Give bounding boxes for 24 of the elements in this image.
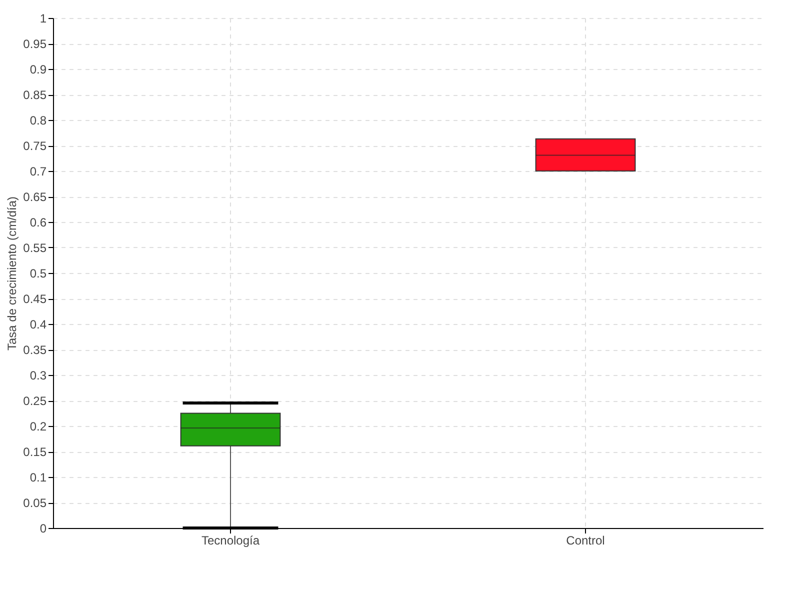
x-tick-label: Tecnología — [201, 534, 260, 548]
y-tick-label: 0.35 — [23, 343, 47, 357]
y-tick-label: 0.5 — [30, 266, 47, 280]
y-tick-label: 0.15 — [23, 445, 47, 459]
y-tick-label: 0.2 — [30, 420, 47, 434]
y-tick-label: 0.4 — [30, 318, 47, 332]
y-tick-label: 0.75 — [23, 139, 47, 153]
y-tick-label: 1 — [40, 12, 47, 26]
y-tick-label: 0.1 — [30, 470, 47, 484]
y-tick-label: 0.25 — [23, 394, 47, 408]
y-tick-label: 0.8 — [30, 114, 47, 128]
y-tick-label: 0.65 — [23, 190, 47, 204]
y-axis-title: Tasa de crecimiento (cm/día) — [5, 196, 20, 351]
y-tick-label: 0.45 — [23, 292, 47, 306]
y-tick-label: 0.3 — [30, 368, 47, 382]
x-tick-label: Control — [566, 534, 605, 548]
y-tick-label: 0.9 — [30, 62, 47, 76]
y-tick-label: 0.6 — [30, 216, 47, 230]
y-tick-label: 0.95 — [23, 37, 47, 51]
y-tick-label: 0.85 — [23, 88, 47, 102]
y-tick-label: 0.05 — [23, 496, 47, 510]
y-tick-label: 0.7 — [30, 164, 47, 178]
y-tick-label: 0 — [40, 522, 47, 536]
y-tick-label: 0.55 — [23, 241, 47, 255]
